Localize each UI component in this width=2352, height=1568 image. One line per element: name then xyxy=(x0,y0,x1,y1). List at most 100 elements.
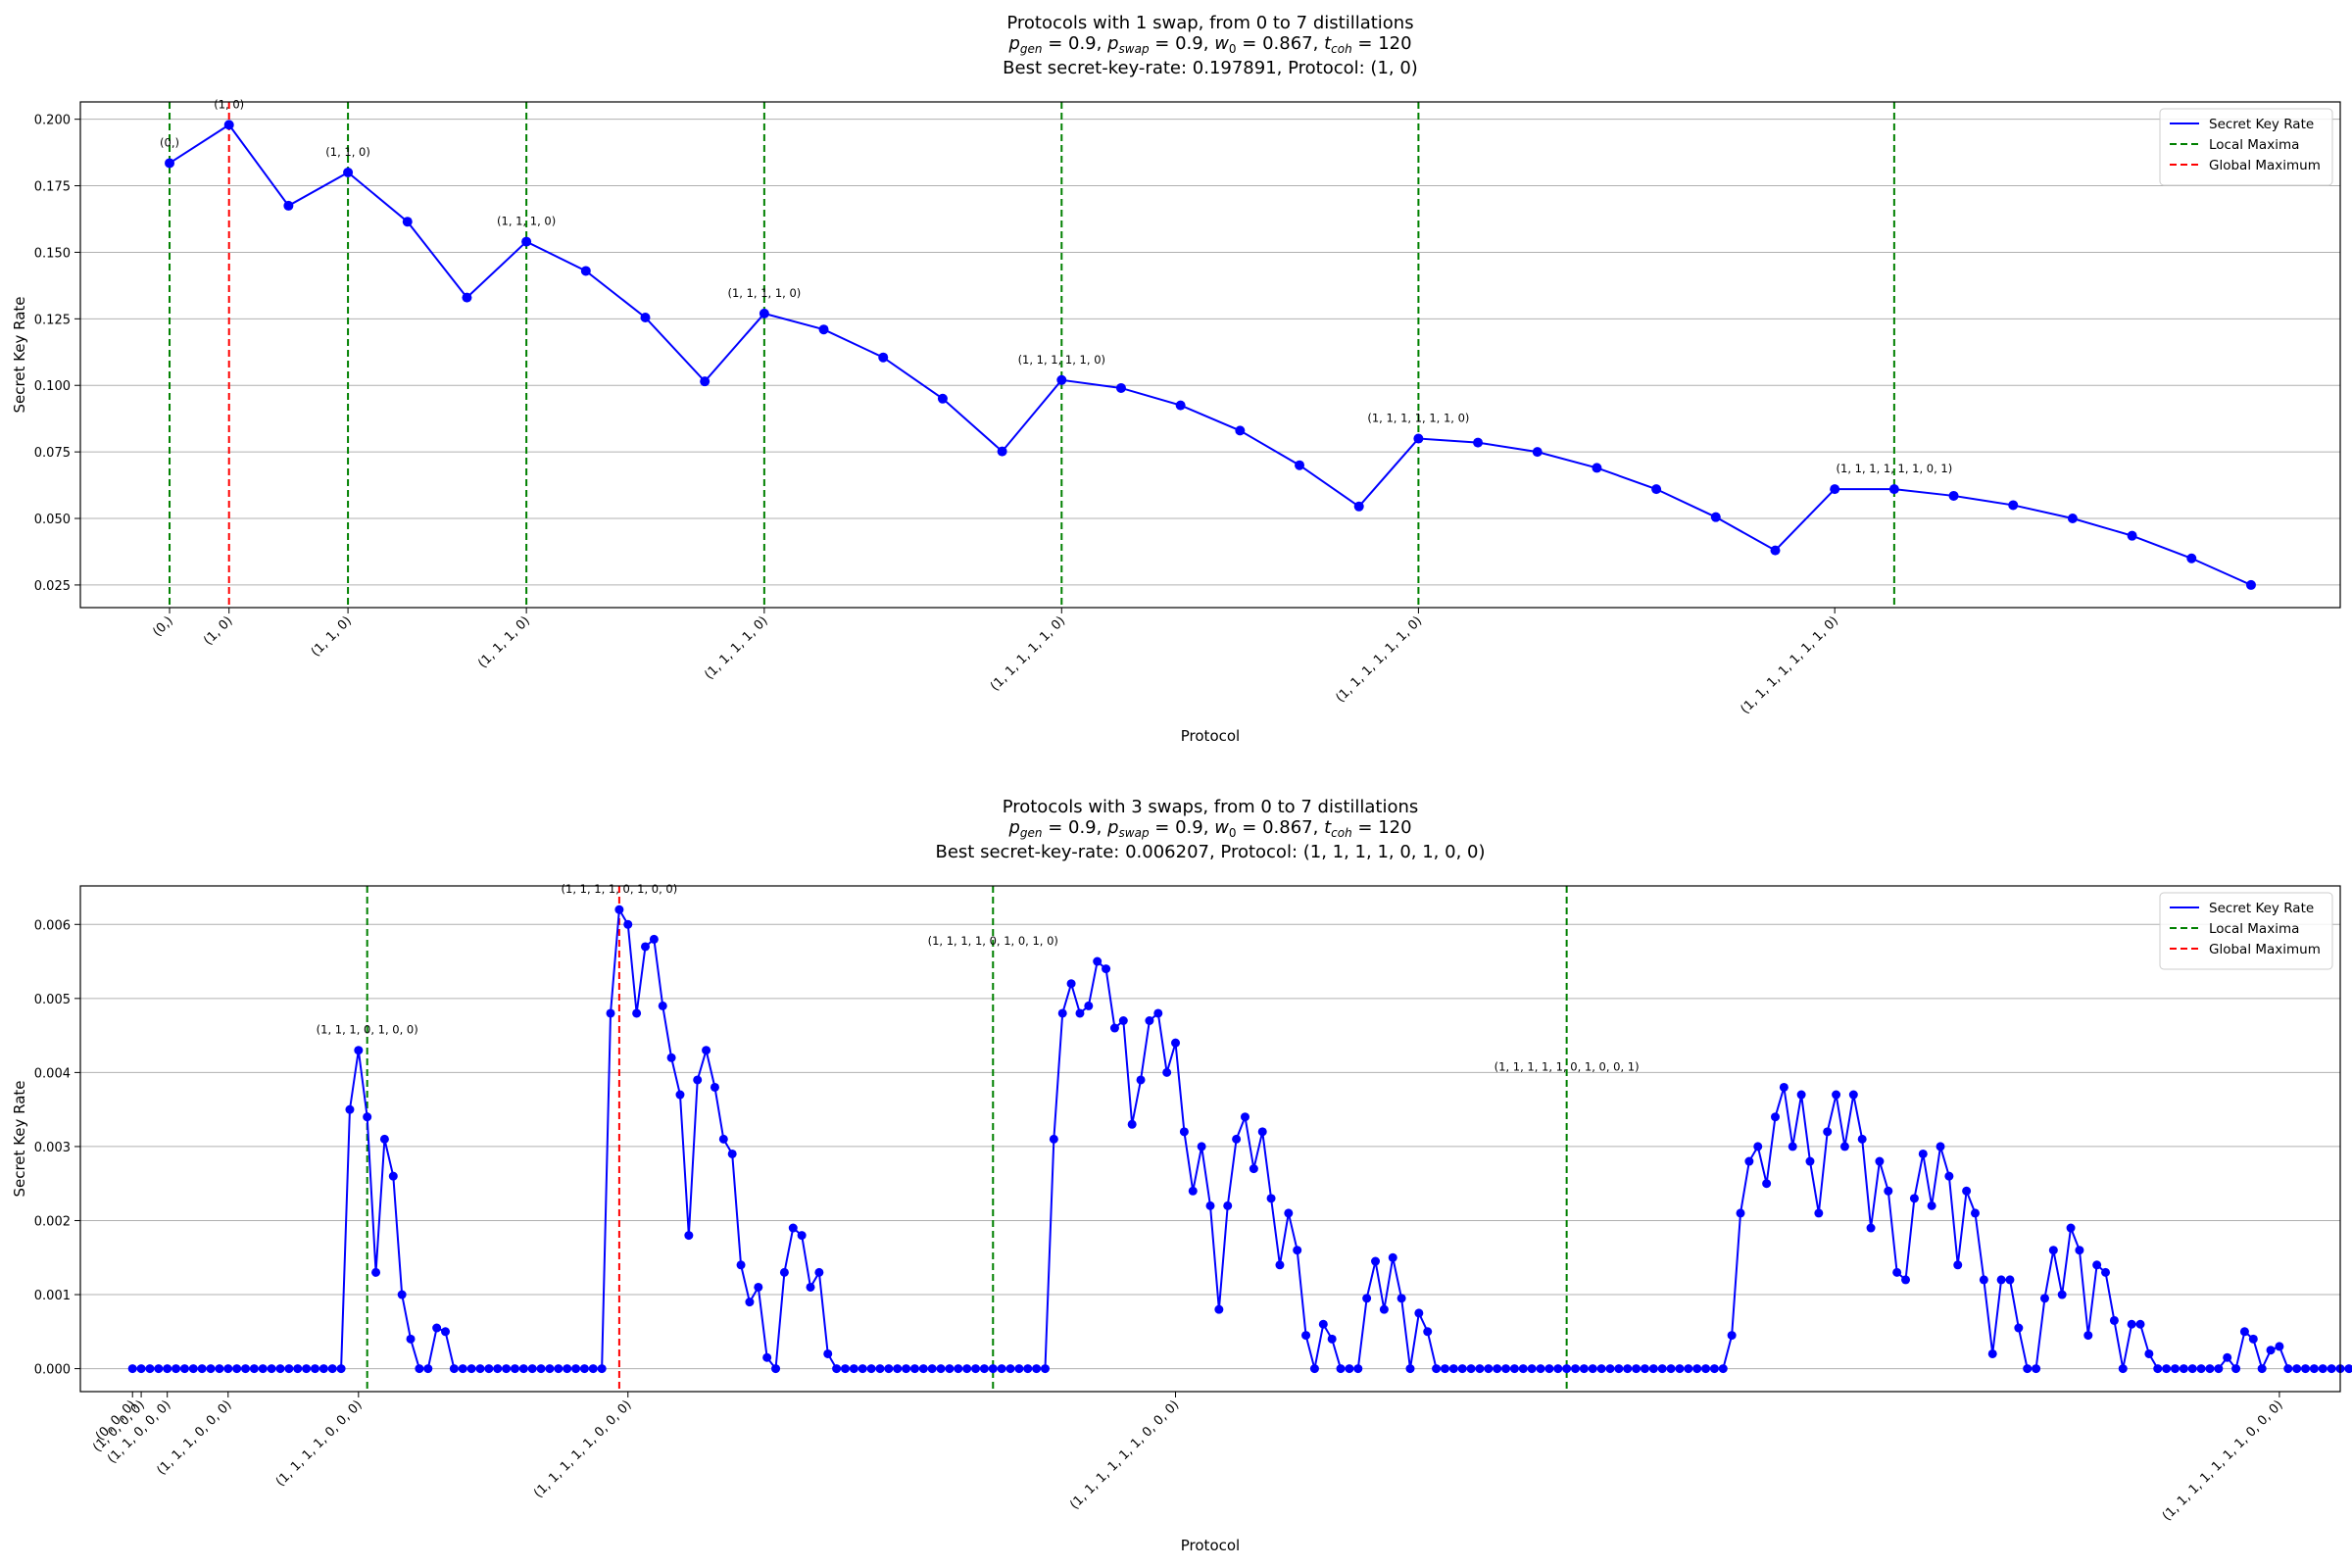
legend-label: Secret Key Rate xyxy=(2209,901,2314,916)
x-axis-label: Protocol xyxy=(1181,727,1240,745)
data-point xyxy=(206,1364,216,1374)
y-tick-label: 0.002 xyxy=(34,1214,71,1229)
data-point xyxy=(1171,1038,1181,1048)
legend: Secret Key Rate Local Maxima Global Maximu… xyxy=(2159,108,2333,186)
data-point xyxy=(1848,1090,1858,1100)
data-point xyxy=(2186,553,2197,564)
data-point xyxy=(814,1267,824,1277)
data-point xyxy=(1875,1156,1885,1166)
data-point xyxy=(1223,1200,1233,1210)
data-point xyxy=(1692,1364,1702,1374)
plot-frame xyxy=(79,101,2341,609)
data-point xyxy=(1448,1364,1458,1374)
data-point xyxy=(197,1364,207,1374)
data-point xyxy=(2248,1334,2258,1344)
data-point xyxy=(1371,1256,1381,1266)
point-annotation: (1, 1, 1, 1, 1, 0, 1, 0, 0, 1) xyxy=(1494,1059,1640,1073)
data-point xyxy=(1109,1023,1119,1033)
data-point xyxy=(2135,1319,2145,1329)
y-tick-label: 0.150 xyxy=(34,246,71,261)
data-point xyxy=(327,1364,337,1374)
legend-label: Local Maxima xyxy=(2209,921,2299,937)
data-point xyxy=(2039,1294,2049,1303)
data-point xyxy=(283,200,294,211)
series-line xyxy=(169,123,2252,586)
data-point xyxy=(554,1364,564,1374)
data-point xyxy=(1753,1142,1763,1152)
data-point xyxy=(759,308,769,318)
data-point xyxy=(2239,1327,2249,1337)
data-point xyxy=(1839,1142,1849,1152)
point-annotation: (1, 1, 1, 1, 1, 1, 0) xyxy=(1367,412,1469,425)
data-point xyxy=(1049,1134,1058,1144)
data-point xyxy=(1023,1364,1033,1374)
data-point xyxy=(536,1364,546,1374)
data-point xyxy=(2205,1364,2215,1374)
legend: Secret Key Rate Local Maxima Global Maximu… xyxy=(2159,892,2333,970)
data-point xyxy=(945,1364,955,1374)
data-point xyxy=(1596,1364,1606,1374)
data-point xyxy=(1709,1364,1719,1374)
legend-label: Local Maxima xyxy=(2209,137,2299,153)
data-point xyxy=(1249,1164,1258,1174)
data-point xyxy=(736,1260,746,1270)
data-point xyxy=(363,1112,372,1122)
y-axis-label: Secret Key Rate xyxy=(11,1080,28,1197)
data-point xyxy=(1901,1275,1911,1285)
data-point xyxy=(1830,484,1840,495)
data-point xyxy=(1532,447,1543,458)
data-point xyxy=(1405,1364,1415,1374)
data-point xyxy=(2223,1352,2232,1362)
data-point xyxy=(927,1364,937,1374)
data-point xyxy=(1953,1260,1963,1270)
point-annotation: (1, 1, 1, 0, 1, 0, 0) xyxy=(317,1023,418,1037)
data-point xyxy=(1927,1200,1936,1210)
data-point xyxy=(902,1364,911,1374)
data-point xyxy=(988,1364,998,1374)
data-point xyxy=(2118,1364,2128,1374)
data-point xyxy=(1657,1364,1667,1374)
y-tick-label: 0.050 xyxy=(34,513,71,527)
data-point xyxy=(354,1046,364,1055)
legend-label: Global Maximum xyxy=(2209,158,2321,173)
data-point xyxy=(1266,1194,1276,1203)
y-tick-label: 0.200 xyxy=(34,114,71,128)
chart-title-line-1: Protocols with 3 swaps, from 0 to 7 dist… xyxy=(1003,797,1419,817)
data-point xyxy=(223,120,234,130)
data-point xyxy=(666,1053,676,1062)
data-point xyxy=(2092,1260,2102,1270)
data-point xyxy=(1413,433,1424,444)
data-point xyxy=(527,1364,537,1374)
data-point xyxy=(884,1364,894,1374)
data-point xyxy=(1648,1364,1658,1374)
data-point xyxy=(1102,964,1111,974)
data-point xyxy=(779,1267,789,1277)
data-point xyxy=(1057,1008,1067,1018)
data-point xyxy=(1614,1364,1624,1374)
data-point xyxy=(1353,1364,1363,1374)
data-point xyxy=(1832,1090,1841,1100)
data-point xyxy=(2014,1323,2024,1333)
y-tick-label: 0.006 xyxy=(34,918,71,933)
data-point xyxy=(1235,425,1246,436)
data-point xyxy=(163,1364,172,1374)
point-annotation: (1, 1, 1, 0) xyxy=(497,215,556,228)
data-point xyxy=(521,236,532,247)
data-point xyxy=(1284,1208,1294,1218)
data-point xyxy=(1536,1364,1545,1374)
data-point xyxy=(502,1364,512,1374)
data-point xyxy=(918,1364,928,1374)
data-point xyxy=(1571,1364,1581,1374)
y-tick-label: 0.005 xyxy=(34,993,71,1007)
y-tick-label: 0.125 xyxy=(34,313,71,327)
data-point xyxy=(179,1364,189,1374)
data-point xyxy=(762,1352,772,1362)
data-point xyxy=(2266,1346,2276,1355)
data-point xyxy=(632,1008,642,1018)
data-point xyxy=(2109,1315,2119,1325)
data-point xyxy=(1466,1364,1476,1374)
data-point xyxy=(2214,1364,2224,1374)
x-axis-label: Protocol xyxy=(1181,1537,1240,1554)
data-point xyxy=(823,1348,833,1358)
data-point xyxy=(2162,1364,2172,1374)
